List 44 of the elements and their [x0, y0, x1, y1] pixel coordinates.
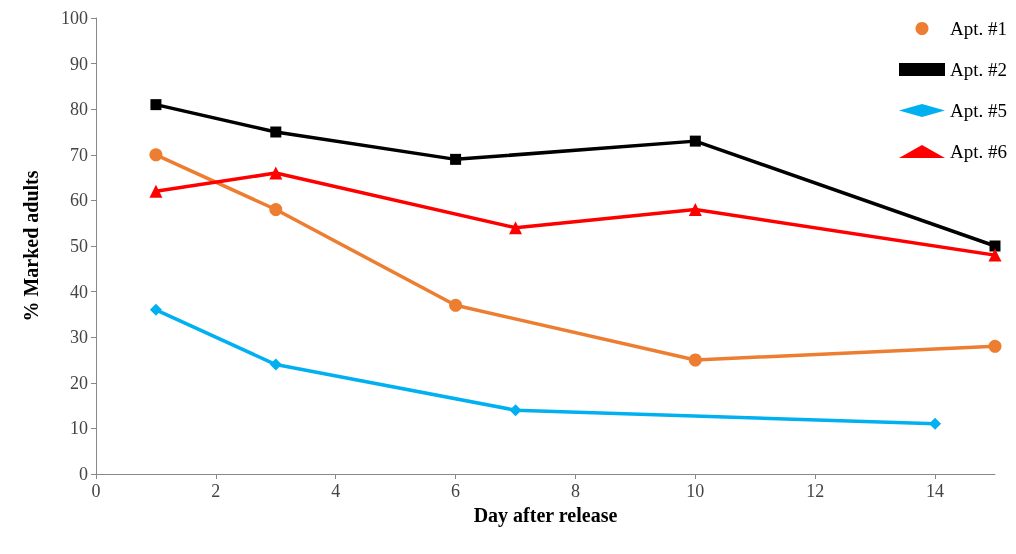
y-tick-label: 10 [70, 418, 88, 439]
legend-label: Apt. #2 [950, 59, 1007, 80]
y-tick-label: 100 [61, 8, 88, 28]
y-tick-label: 0 [79, 464, 88, 484]
point [989, 240, 1001, 252]
x-tick-label: 12 [806, 481, 825, 501]
point [269, 166, 283, 180]
y-tick-label: 40 [70, 281, 88, 302]
legend-label: Apt. #5 [950, 100, 1007, 121]
x-tick-label: 10 [686, 481, 705, 501]
x-tick-label: 8 [570, 481, 580, 501]
point [929, 417, 942, 430]
point [269, 203, 283, 217]
y-tick-label: 50 [70, 236, 88, 256]
point [450, 153, 462, 165]
point [150, 99, 162, 111]
y-tick-label: 80 [70, 99, 88, 120]
y-tick-label: 60 [70, 190, 88, 211]
x-tick-label: 2 [211, 481, 221, 501]
point [688, 353, 702, 367]
point [988, 339, 1002, 353]
point [449, 298, 463, 312]
y-axis-title: % Marked adults [20, 170, 42, 322]
point [149, 148, 163, 162]
y-tick-label: 30 [70, 327, 88, 348]
x-tick-label: 0 [91, 481, 101, 501]
y-tick-label: 20 [70, 372, 88, 393]
x-axis-title: Day after release [473, 503, 618, 527]
y-tick-label: 90 [70, 53, 88, 74]
point [149, 303, 162, 316]
point [269, 358, 282, 371]
legend-label: Apt. #1 [950, 18, 1007, 39]
x-tick-label: 6 [451, 481, 461, 501]
point [509, 221, 523, 235]
point [149, 184, 163, 198]
point [688, 203, 702, 217]
legend-label: Apt. #6 [950, 141, 1007, 162]
point [988, 248, 1002, 262]
point [689, 135, 701, 147]
x-tick-label: 4 [331, 481, 341, 501]
y-tick-label: 70 [70, 144, 88, 165]
point [509, 404, 522, 417]
x-tick-label: 14 [926, 481, 945, 501]
point [270, 126, 282, 138]
